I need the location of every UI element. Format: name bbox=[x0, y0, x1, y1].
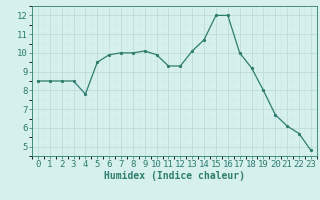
X-axis label: Humidex (Indice chaleur): Humidex (Indice chaleur) bbox=[104, 171, 245, 181]
